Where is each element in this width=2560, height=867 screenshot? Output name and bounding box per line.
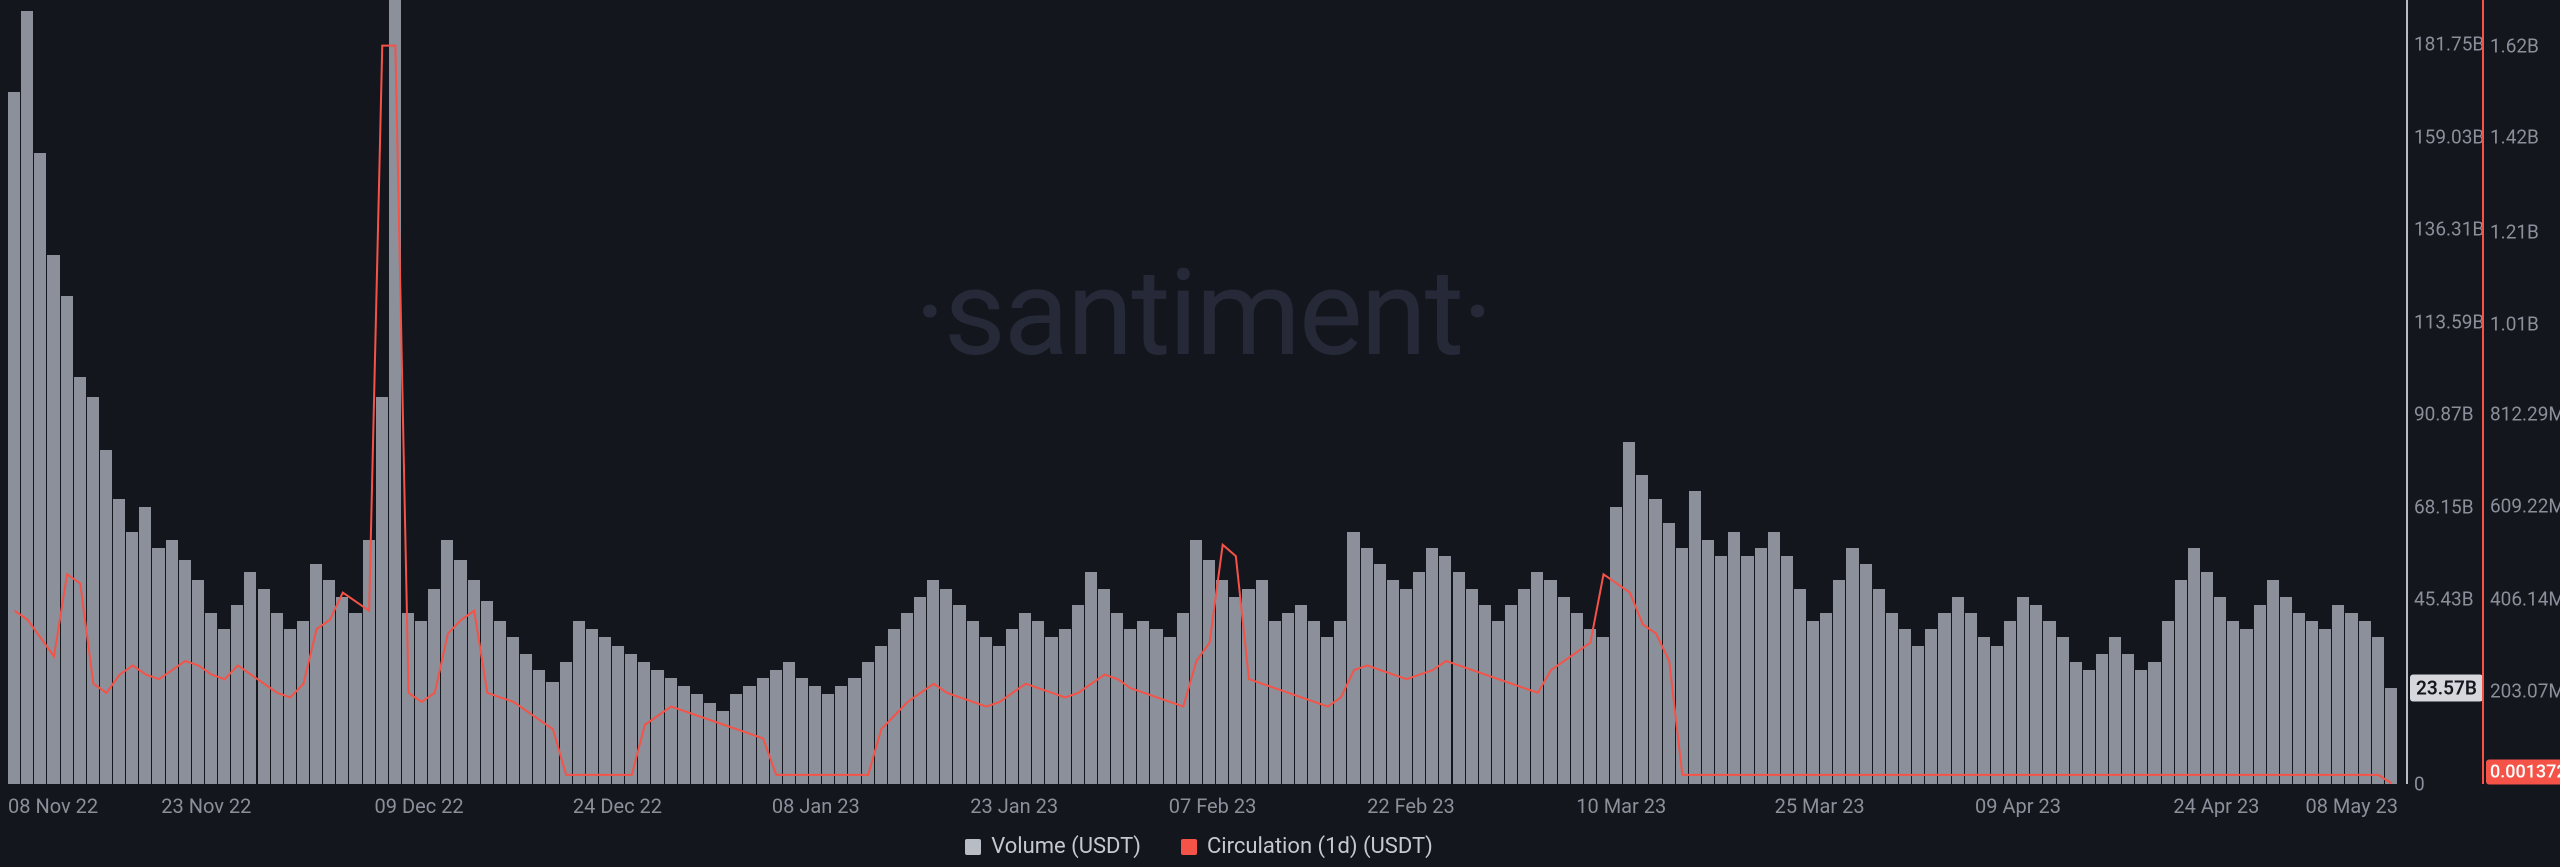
x-tick-label: 09 Dec 22 xyxy=(375,794,464,818)
x-tick-label: 07 Feb 23 xyxy=(1169,794,1257,818)
x-tick-label: 25 Mar 23 xyxy=(1775,794,1865,818)
y-tick-circulation: 1.01B xyxy=(2490,312,2539,335)
y-tick-volume: 159.03B xyxy=(2414,125,2484,148)
x-tick-label: 08 May 23 xyxy=(2305,794,2398,818)
x-tick-label: 23 Jan 23 xyxy=(970,794,1058,818)
legend-item-circulation[interactable]: Circulation (1d) (USDT) xyxy=(1181,834,1433,859)
x-tick-label: 08 Jan 23 xyxy=(772,794,860,818)
y-tick-circulation: 1.42B xyxy=(2490,125,2539,148)
current-value-volume: 23.57B xyxy=(2410,675,2483,702)
circulation-line xyxy=(8,0,2398,784)
x-tick-label: 10 Mar 23 xyxy=(1576,794,1666,818)
legend-swatch-circulation xyxy=(1181,839,1197,855)
y-tick-volume: 90.87B xyxy=(2414,403,2474,426)
y-tick-circulation: 406.14M xyxy=(2490,587,2560,610)
legend-label-volume: Volume (USDT) xyxy=(991,834,1141,859)
y-tick-circulation: 812.29M xyxy=(2490,402,2560,425)
y-axis-volume: 181.75B159.03B136.31B113.59B90.87B68.15B… xyxy=(2406,0,2476,784)
legend-label-circulation: Circulation (1d) (USDT) xyxy=(1207,834,1433,859)
y-tick-circulation: 1.62B xyxy=(2490,34,2539,57)
y-axis-circulation: 1.62B 1.42B 1.21B 1.01B 812.29M 609.22M 406.14… xyxy=(2482,0,2560,784)
y-tick-volume: 0 xyxy=(2414,773,2425,796)
x-tick-label: 22 Feb 23 xyxy=(1367,794,1455,818)
x-tick-label: 24 Apr 23 xyxy=(2173,794,2259,818)
x-tick-label: 23 Nov 22 xyxy=(161,794,251,818)
y-tick-circulation: 609.22M xyxy=(2490,495,2560,518)
x-tick-label: 24 Dec 22 xyxy=(573,794,662,818)
y-tick-volume: 181.75B xyxy=(2414,33,2484,56)
legend-swatch-volume xyxy=(965,839,981,855)
current-value-circulation: 0.001372 xyxy=(2486,760,2560,785)
x-axis: 08 Nov 22 23 Nov 22 09 Dec 22 24 Dec 22 08 J… xyxy=(8,792,2398,832)
y-tick-volume: 45.43B xyxy=(2414,588,2474,611)
y-tick-volume: 136.31B xyxy=(2414,218,2484,241)
y-tick-circulation: 1.21B xyxy=(2490,221,2539,244)
legend-item-volume[interactable]: Volume (USDT) xyxy=(965,834,1141,859)
y-tick-volume: 113.59B xyxy=(2414,310,2484,333)
chart-plot-area[interactable]: ·santiment· xyxy=(8,0,2398,784)
y-tick-volume: 68.15B xyxy=(2414,495,2474,518)
x-tick-label: 09 Apr 23 xyxy=(1975,794,2061,818)
y-tick-circulation: 203.07M xyxy=(2490,680,2560,703)
legend: Volume (USDT) Circulation (1d) (USDT) xyxy=(0,834,2398,859)
x-tick-label: 08 Nov 22 xyxy=(8,794,98,818)
